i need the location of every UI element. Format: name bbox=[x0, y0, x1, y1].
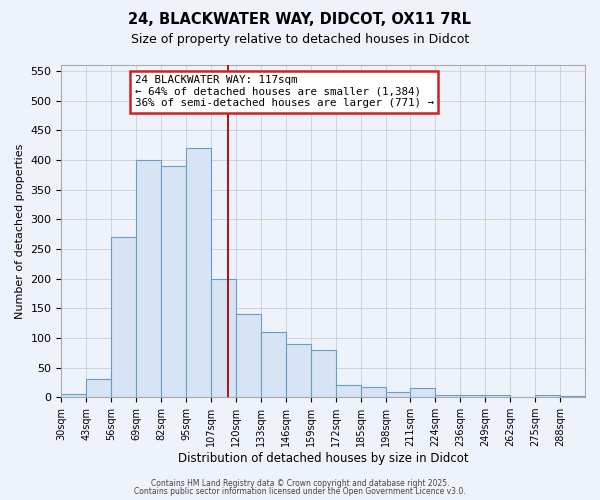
Bar bbox=[236, 314, 261, 397]
X-axis label: Distribution of detached houses by size in Didcot: Distribution of detached houses by size … bbox=[178, 452, 469, 465]
Text: 24, BLACKWATER WAY, DIDCOT, OX11 7RL: 24, BLACKWATER WAY, DIDCOT, OX11 7RL bbox=[128, 12, 472, 28]
Bar bbox=[485, 396, 510, 397]
Bar bbox=[560, 396, 585, 397]
Bar bbox=[386, 392, 410, 397]
Text: Contains public sector information licensed under the Open Government Licence v3: Contains public sector information licen… bbox=[134, 487, 466, 496]
Bar bbox=[410, 388, 436, 397]
Bar bbox=[286, 344, 311, 397]
Bar bbox=[436, 396, 460, 397]
Bar bbox=[111, 237, 136, 397]
Text: Size of property relative to detached houses in Didcot: Size of property relative to detached ho… bbox=[131, 32, 469, 46]
Bar bbox=[186, 148, 211, 397]
Bar bbox=[61, 394, 86, 397]
Bar bbox=[161, 166, 186, 397]
Bar bbox=[311, 350, 335, 397]
Bar bbox=[261, 332, 286, 397]
Bar bbox=[335, 386, 361, 397]
Bar bbox=[361, 387, 386, 397]
Text: Contains HM Land Registry data © Crown copyright and database right 2025.: Contains HM Land Registry data © Crown c… bbox=[151, 479, 449, 488]
Bar bbox=[86, 380, 111, 397]
Bar bbox=[211, 278, 236, 397]
Text: 24 BLACKWATER WAY: 117sqm
← 64% of detached houses are smaller (1,384)
36% of se: 24 BLACKWATER WAY: 117sqm ← 64% of detac… bbox=[135, 75, 434, 108]
Y-axis label: Number of detached properties: Number of detached properties bbox=[15, 144, 25, 319]
Bar bbox=[460, 396, 485, 397]
Bar bbox=[136, 160, 161, 397]
Bar bbox=[535, 396, 560, 397]
